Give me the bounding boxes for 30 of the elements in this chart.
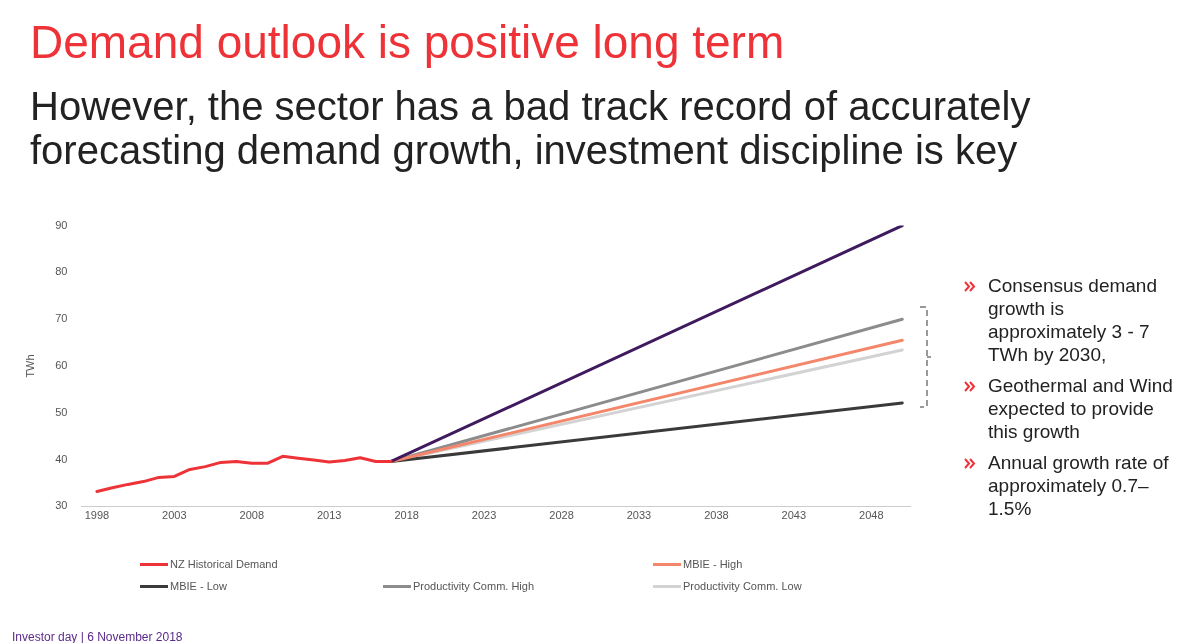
x-tick-label: 2038 (704, 509, 729, 522)
text: Geothermal and Wind expected to provide this growth (987, 374, 1174, 443)
legend-label: Productivity Comm. Low (682, 580, 803, 592)
x-tick-label: 2008 (239, 509, 265, 522)
x-tick-label: 2043 (781, 509, 807, 522)
y-tick-label: 80 (55, 265, 68, 278)
chart-title: Demand outlook is positive long term (30, 16, 785, 68)
y-tick-label: 40 (55, 452, 68, 465)
y-tick-label: 90 (55, 218, 68, 231)
x-tick-label: 2023 (471, 509, 497, 522)
x-tick-label: 2048 (859, 509, 884, 522)
y-tick-label: 60 (55, 359, 68, 372)
x-tick-label: 2028 (549, 509, 574, 522)
chart-subtitle: However, the sector has a bad track record of accurately forecasting demand growth, investment discipline is key (30, 84, 1032, 172)
legend-label: MBIE - Low (169, 580, 228, 592)
text: Investor day | 6 November 2018 (12, 630, 183, 643)
y-tick-label: 30 (55, 499, 68, 512)
legend-label: NZ Historical Demand (169, 558, 279, 570)
text: Annual growth rate of approximately 0.7– 1.5% (987, 451, 1170, 520)
y-axis-title: TWh (23, 354, 36, 378)
y-tick-label: 70 (55, 312, 68, 325)
legend-label: MBIE - High (682, 558, 744, 570)
x-tick-label: 2033 (626, 509, 652, 522)
x-tick-label: 2013 (316, 509, 342, 522)
x-tick-label: 2018 (394, 509, 419, 522)
y-tick-label: 50 (55, 405, 68, 418)
legend-label: Productivity Comm. High (412, 580, 536, 592)
x-tick-label: 1998 (84, 509, 110, 522)
x-tick-label: 2003 (162, 509, 187, 522)
text: Consensus demand growth is approximately 3 - 7 TWh by 2030, (987, 274, 1158, 366)
